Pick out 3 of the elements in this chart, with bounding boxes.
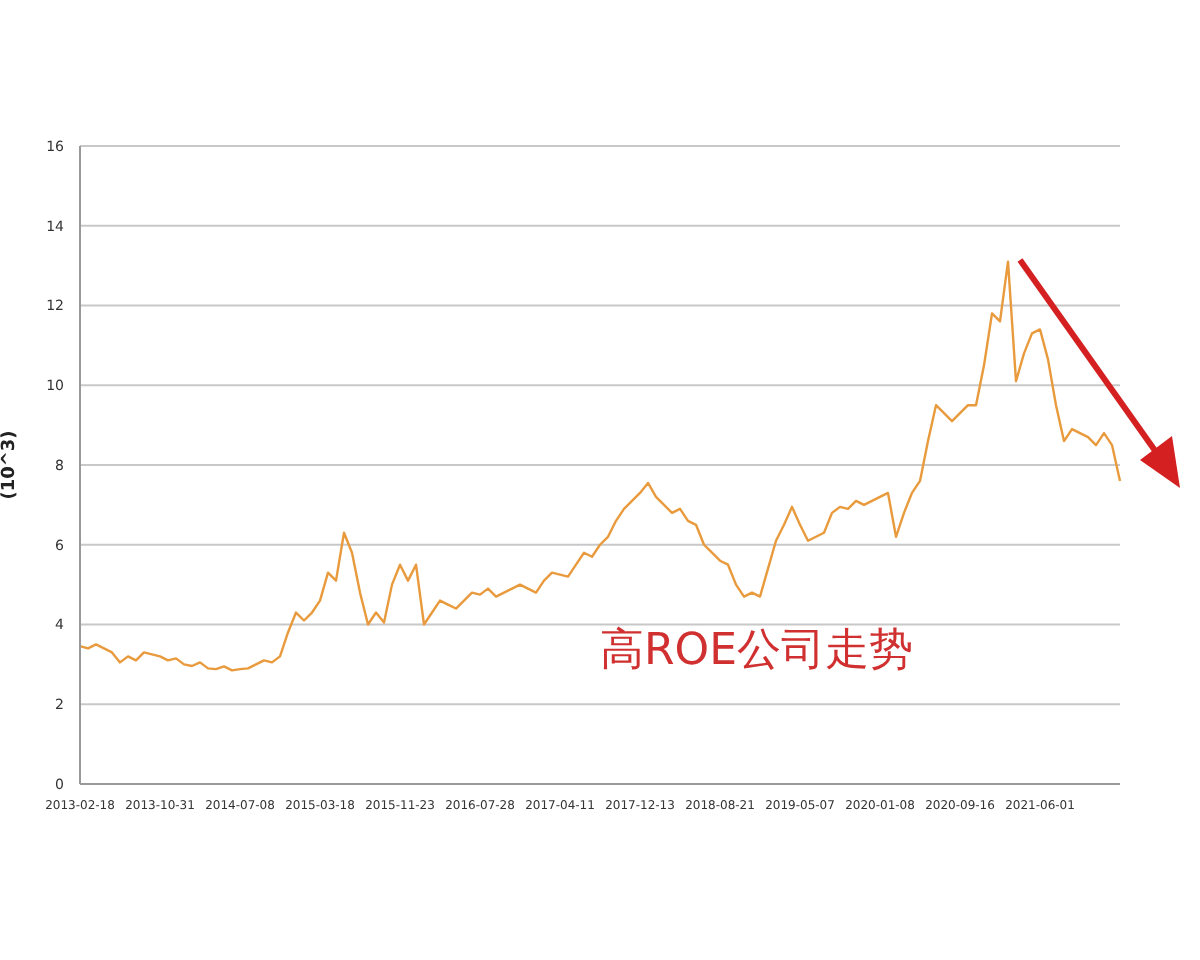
y-axis-title: (10^3) [0, 430, 21, 500]
annotation: 高ROE公司走势 [600, 624, 914, 680]
line-series [78, 260, 1122, 672]
